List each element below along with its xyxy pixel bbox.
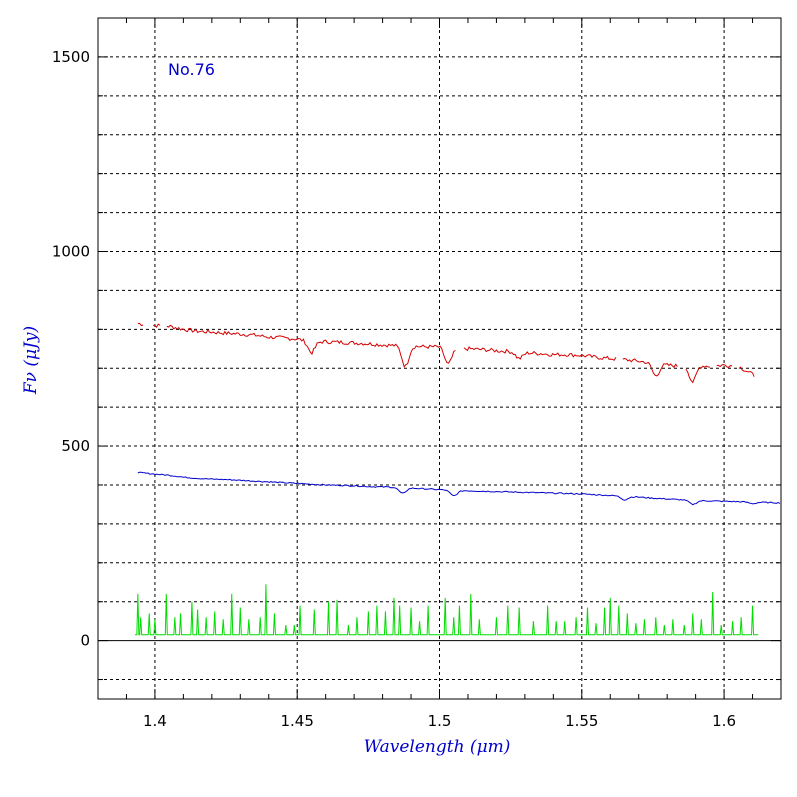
x-axis-title: Wavelength (μm) xyxy=(364,737,511,757)
y-tick-label: 0 xyxy=(80,632,90,650)
y-axis-title: Fν (μJy) xyxy=(21,326,41,395)
tick-labels: 1.4 1.45 1.5 1.55 1.6 0 500 1000 1500 xyxy=(52,48,736,730)
x-tick-label: 1.4 xyxy=(143,712,167,730)
x-tick-label: 1.5 xyxy=(428,712,452,730)
grid-lines xyxy=(98,18,781,699)
y-tick-label: 1500 xyxy=(52,48,90,66)
y-tick-label: 1000 xyxy=(52,242,90,260)
x-tick-label: 1.45 xyxy=(281,712,314,730)
x-tick-label: 1.6 xyxy=(712,712,736,730)
series-lines xyxy=(134,322,781,636)
plot-annotation: No.76 xyxy=(168,60,215,79)
axes xyxy=(97,17,782,700)
series-line-red xyxy=(137,322,755,384)
series-line-blue xyxy=(137,471,781,506)
series-line-green xyxy=(134,584,759,636)
y-tick-label: 500 xyxy=(61,437,90,455)
x-tick-label: 1.55 xyxy=(565,712,598,730)
